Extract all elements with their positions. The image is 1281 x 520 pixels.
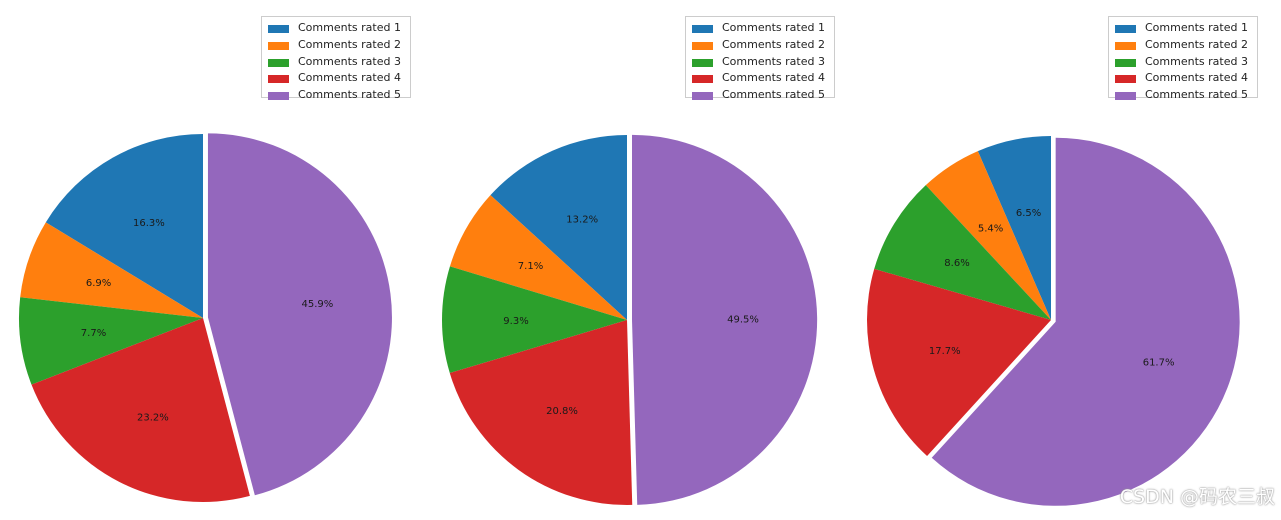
pie-slice-label-5: 45.9%: [302, 299, 334, 310]
legend-swatch: [692, 58, 713, 67]
legend-label: Comments rated 2: [722, 37, 825, 51]
legend-label: Comments rated 1: [298, 21, 401, 34]
pie-slice-label-4: 23.2%: [137, 412, 169, 423]
legend-label: Comments rated 3: [722, 54, 825, 68]
pie-slice-3: [874, 185, 1051, 320]
legend-1: Comments rated 1 Comments rated 2 Comments…: [261, 16, 411, 102]
legend-swatch: [268, 41, 289, 50]
pie-chart-2: 13.2% 7.1% 9.3% 20.8% 49.5%: [441, 134, 818, 506]
legend-3: Comments rated 1 Comments rated 2 Comments…: [1108, 16, 1258, 102]
pie-slice-5: [631, 134, 818, 505]
pie-slice-4: [449, 320, 633, 506]
pie-slice-label-4: 20.8%: [546, 406, 578, 417]
pie-slice-label-1: 6.5%: [1016, 208, 1041, 219]
pie-slice-label-2: 6.9%: [86, 278, 111, 289]
legend-swatch: [692, 25, 713, 33]
legend-label: Comments rated 5: [298, 88, 401, 102]
legend-label: Comments rated 4: [1145, 71, 1248, 85]
pie-chart-3: 6.5% 5.4% 8.6% 17.7% 61.7%: [867, 135, 1240, 506]
legend-swatch: [692, 92, 713, 101]
legend-swatch: [1115, 92, 1136, 101]
pie-slice-label-5: 49.5%: [727, 314, 759, 325]
legend-swatch: [1115, 25, 1136, 33]
pie-slice-label-3: 8.6%: [944, 258, 969, 269]
pie-slice-label-2: 5.4%: [978, 224, 1003, 235]
pie-slice-2: [20, 222, 204, 318]
pie-slice-label-2: 7.1%: [518, 261, 543, 272]
legend-label: Comments rated 3: [1145, 54, 1248, 68]
legend-swatch: [268, 25, 289, 33]
pie-slice-label-3: 9.3%: [503, 316, 528, 327]
legend-label: Comments rated 5: [1145, 88, 1248, 102]
legend-label: Comments rated 4: [298, 71, 401, 85]
legend-label: Comments rated 5: [722, 88, 825, 102]
legend-swatch: [692, 75, 713, 84]
pie-slice-1: [490, 135, 627, 320]
legend-swatch: [268, 75, 289, 84]
legend-label: Comments rated 2: [298, 37, 401, 51]
legend-2: Comments rated 1 Comments rated 2 Comments…: [685, 16, 835, 102]
legend-label: Comments rated 3: [298, 54, 401, 68]
legend-label: Comments rated 1: [1145, 21, 1248, 34]
pie-slice-1: [977, 135, 1051, 320]
pie-slice-label-1: 13.2%: [566, 214, 598, 225]
pie-slice-3: [19, 297, 204, 385]
legend-label: Comments rated 4: [722, 71, 825, 85]
watermark: CSDN @码农三叔: [1119, 486, 1275, 508]
pie-slice-label-1: 16.3%: [133, 218, 165, 229]
legend-label: Comments rated 1: [722, 21, 825, 34]
pie-slice-2: [925, 151, 1051, 320]
pie-slice-3: [441, 266, 627, 374]
pie-slice-label-5: 61.7%: [1143, 358, 1175, 369]
legend-swatch: [268, 58, 289, 67]
pie-slice-1: [45, 134, 204, 318]
pie-slice-label-3: 7.7%: [81, 328, 106, 339]
legend-swatch: [1115, 75, 1136, 84]
legend-label: Comments rated 2: [1145, 37, 1248, 51]
pie-slice-5: [931, 137, 1240, 506]
pie-slice-5: [207, 133, 392, 496]
legend-swatch: [1115, 41, 1136, 50]
pie-slice-2: [449, 195, 627, 320]
pie-slice-4: [867, 268, 1051, 456]
pie-slice-4: [31, 318, 250, 503]
legend-swatch: [268, 92, 289, 101]
legend-swatch: [1115, 58, 1136, 67]
legend-swatch: [692, 41, 713, 50]
pie-slice-label-4: 17.7%: [929, 346, 961, 357]
pie-chart-1: 16.3% 6.9% 7.7% 23.2% 45.9%: [19, 133, 392, 503]
